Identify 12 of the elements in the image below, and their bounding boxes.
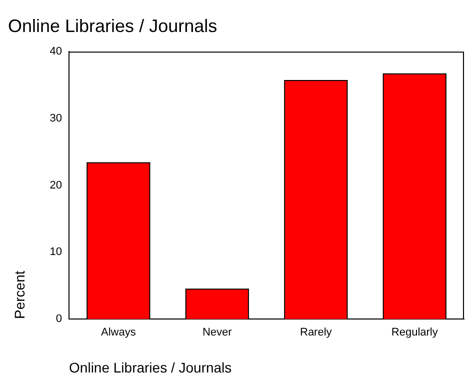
x-tick-label: Rarely [300,326,332,339]
y-axis-title: Percent [11,270,28,319]
x-tick-label: Always [100,326,136,339]
y-tick-label: 10 [50,246,62,258]
chart-title: Online Libraries / Journals [8,16,218,36]
x-axis-title: Online Libraries / Journals [69,359,232,376]
y-tick-label: 0 [56,313,62,326]
x-tick-label: Regularly [391,326,438,339]
y-tick-label: 20 [50,179,62,192]
y-tick-label: 40 [50,46,62,58]
x-tick-label: Never [202,326,232,339]
y-tick-label: 30 [50,112,62,124]
